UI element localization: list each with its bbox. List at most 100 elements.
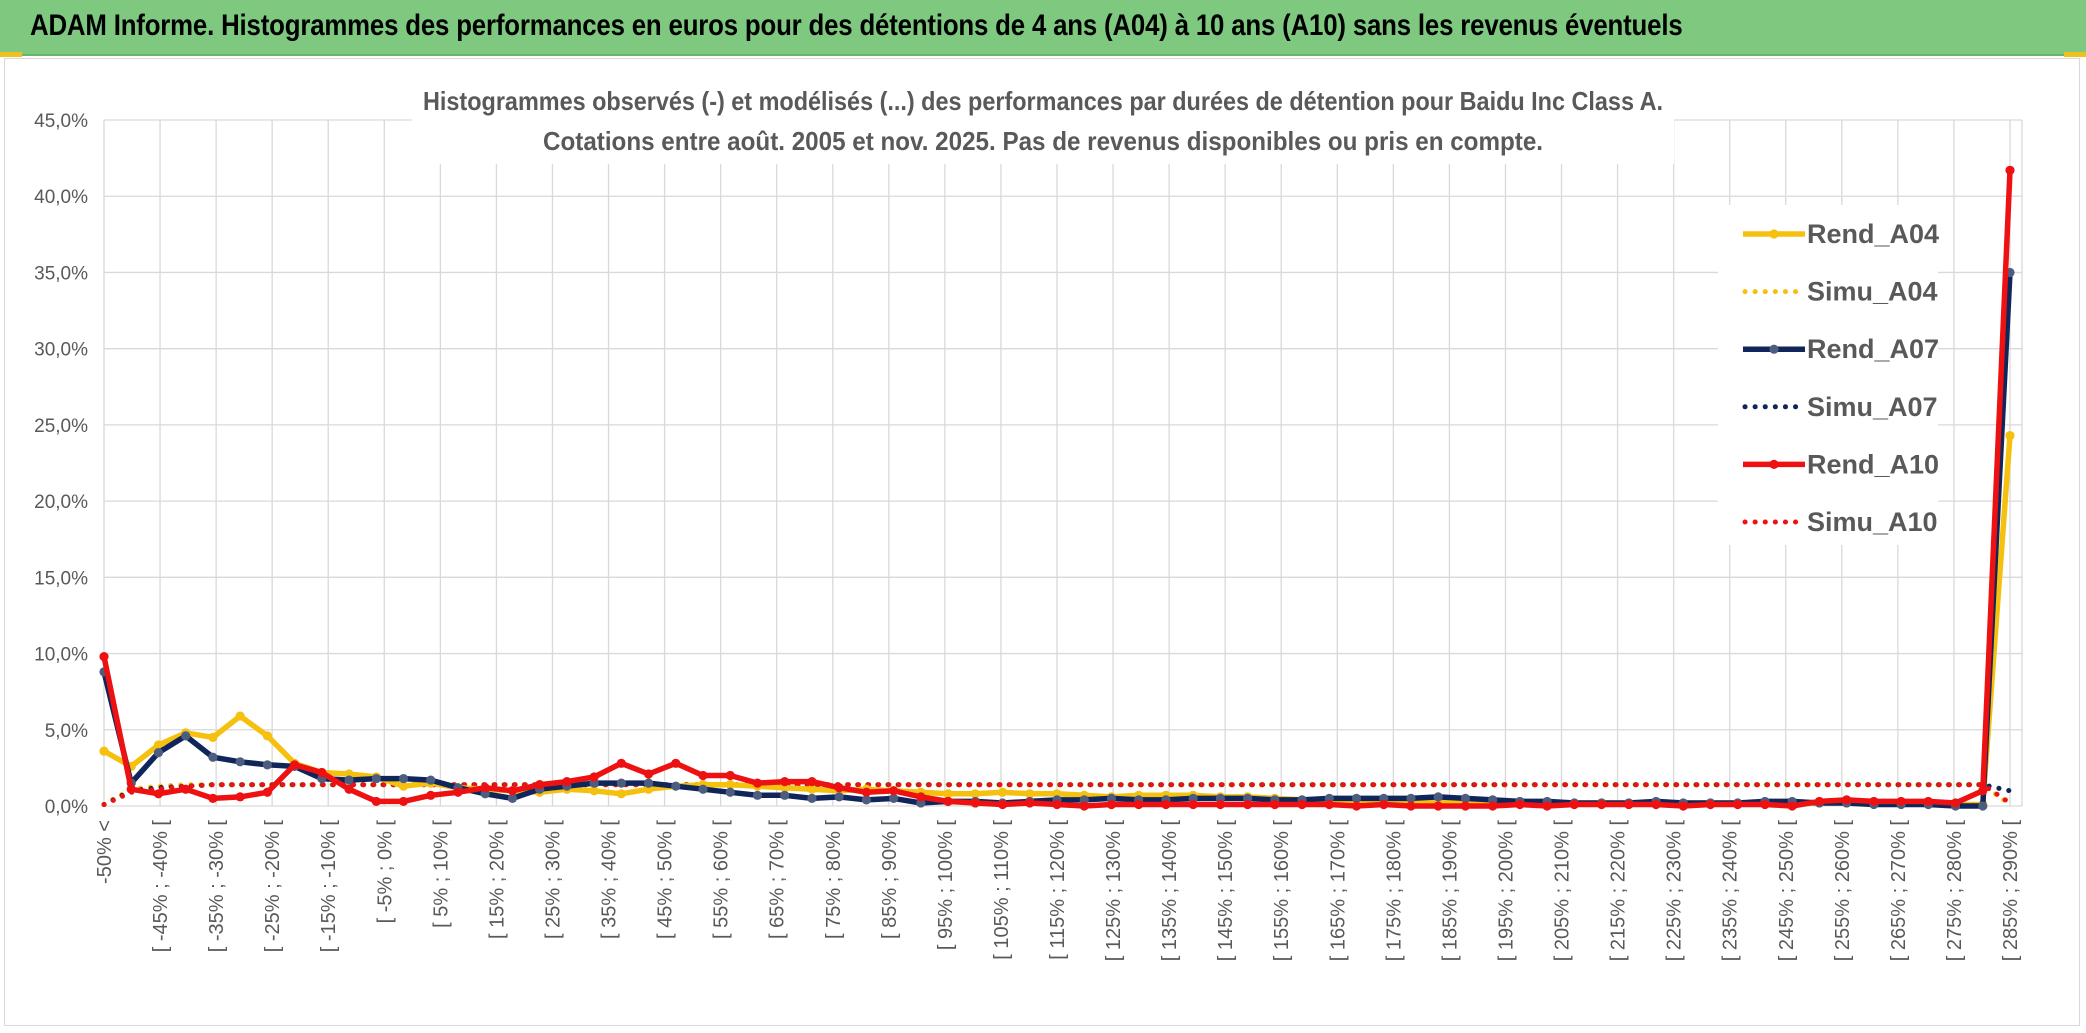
- data-point-rend-a10: [1814, 796, 1824, 807]
- data-point-rend-a10: [1052, 799, 1062, 810]
- data-point-rend-a04: [262, 731, 272, 741]
- y-tick-label: 0,0%: [45, 797, 88, 818]
- data-point-rend-a10: [1025, 798, 1035, 808]
- data-point-rend-a10: [235, 792, 245, 802]
- chart-title-line-1: Histogrammes observés (-) et modélisés (…: [423, 86, 1663, 116]
- data-point-rend-a10: [1515, 799, 1525, 810]
- data-point-rend-a07: [698, 784, 708, 794]
- data-point-rend-a04: [153, 740, 164, 750]
- data-point-rend-a04: [997, 787, 1008, 797]
- data-point-rend-a10: [1106, 799, 1117, 810]
- data-point-rend-a10: [1270, 799, 1280, 810]
- data-point-rend-a10: [807, 777, 817, 787]
- chart-frame: [4, 58, 2080, 1026]
- y-tick-label: 30,0%: [34, 340, 88, 361]
- banner-accent-left: [0, 52, 22, 57]
- data-point-rend-a07: [153, 748, 164, 758]
- data-point-rend-a10: [943, 796, 953, 807]
- data-point-rend-a10: [1161, 799, 1171, 810]
- data-point-rend-a10: [371, 796, 381, 807]
- x-tick-label: [ 35% ; 40% [: [599, 820, 621, 939]
- data-point-rend-a04: [235, 711, 245, 721]
- x-tick-label: [ 205% ; 210% [: [1552, 820, 1574, 962]
- data-point-rend-a10: [290, 760, 300, 770]
- data-point-rend-a10: [1433, 801, 1443, 811]
- data-point-rend-a07: [616, 778, 626, 788]
- legend-marker-rend-a04: [1769, 229, 1779, 239]
- data-point-rend-a10: [1624, 799, 1634, 810]
- data-point-rend-a10: [426, 790, 436, 800]
- data-point-rend-a10: [1297, 799, 1307, 810]
- legend-label-rend-a07: Rend_A07: [1807, 334, 1939, 364]
- data-point-rend-a10: [1760, 799, 1770, 810]
- legend-label-rend-a04: Rend_A04: [1807, 219, 1939, 249]
- data-point-rend-a10: [589, 772, 599, 782]
- banner-accent-right: [2064, 52, 2086, 57]
- data-point-rend-a10: [99, 652, 109, 662]
- data-point-rend-a10: [1079, 801, 1089, 811]
- legend-label-rend-a10: Rend_A10: [1807, 449, 1939, 479]
- data-point-rend-a10: [1651, 799, 1661, 810]
- data-point-rend-a07: [344, 775, 354, 785]
- data-point-rend-a10: [780, 777, 790, 787]
- data-point-rend-a10: [1488, 801, 1498, 811]
- data-point-rend-a10: [1978, 786, 1988, 796]
- data-point-rend-a07: [1351, 793, 1362, 803]
- data-point-rend-a07: [181, 731, 191, 741]
- data-point-rend-a04: [725, 780, 735, 790]
- x-tick-label: [ 145% ; 150% [: [1215, 820, 1237, 962]
- x-tick-label: [ 265% ; 270% [: [1888, 820, 1910, 962]
- data-point-rend-a10: [1923, 796, 1933, 807]
- data-point-rend-a10: [1787, 801, 1797, 811]
- data-point-rend-a04: [807, 784, 817, 794]
- data-point-rend-a10: [616, 758, 626, 768]
- data-point-rend-a10: [1705, 799, 1716, 810]
- x-tick-label: [ 245% ; 250% [: [1776, 820, 1798, 962]
- data-point-rend-a10: [1678, 801, 1688, 811]
- x-tick-label: [ 45% ; 50% [: [655, 820, 677, 939]
- x-tick-label: [ 275% ; 280% [: [1944, 820, 1966, 962]
- data-point-rend-a07: [780, 790, 790, 800]
- data-point-rend-a10: [1842, 795, 1852, 805]
- series-group: [99, 165, 2015, 811]
- x-tick-label: [ -15% ; -10% [: [318, 820, 340, 953]
- x-tick-label: [ 235% ; 240% [: [1720, 820, 1742, 962]
- x-tick-label: [ 125% ; 130% [: [1103, 820, 1125, 962]
- x-tick-label: [ -45% ; -40% [: [150, 820, 172, 953]
- data-point-rend-a10: [480, 783, 490, 793]
- data-point-rend-a07: [398, 773, 409, 784]
- data-point-rend-a04: [1025, 789, 1035, 799]
- y-tick-label: 10,0%: [34, 645, 88, 666]
- data-point-rend-a10: [1215, 799, 1225, 810]
- y-tick-label: 25,0%: [34, 416, 88, 437]
- data-point-rend-a10: [643, 769, 654, 779]
- x-tick-label: [ 135% ; 140% [: [1159, 820, 1181, 962]
- x-tick-label: [ 25% ; 30% [: [542, 820, 564, 939]
- data-point-rend-a10: [1379, 799, 1389, 810]
- y-tick-label: 35,0%: [34, 263, 88, 284]
- legend-label-simu-a04: Simu_A04: [1807, 277, 1938, 307]
- data-point-rend-a10: [1569, 799, 1579, 810]
- legend-label-simu-a07: Simu_A07: [1807, 392, 1938, 422]
- x-tick-label: [ 75% ; 80% [: [823, 820, 845, 939]
- data-point-rend-a10: [2005, 165, 2015, 175]
- data-point-rend-a07: [671, 781, 681, 791]
- data-point-rend-a04: [208, 732, 218, 743]
- x-tick-label: [ 255% ; 260% [: [1832, 820, 1854, 962]
- chart-title-line-2: Cotations entre août. 2005 et nov. 2025.…: [543, 126, 1543, 156]
- x-tick-label: [ 5% ; 10% [: [430, 820, 452, 928]
- x-tick-label: [ 175% ; 180% [: [1383, 820, 1405, 962]
- data-point-rend-a10: [752, 778, 763, 788]
- data-point-rend-a10: [1896, 796, 1906, 807]
- report-title: ADAM Informe. Histogrammes des performan…: [30, 9, 1683, 42]
- data-point-rend-a10: [889, 786, 899, 796]
- data-point-rend-a10: [1406, 801, 1416, 811]
- data-point-rend-a10: [1324, 799, 1334, 810]
- y-tick-label: 20,0%: [34, 492, 88, 513]
- x-tick-label: [ 95% ; 100% [: [935, 820, 957, 951]
- x-tick-label: [ -25% ; -20% [: [262, 820, 284, 953]
- data-point-rend-a10: [916, 792, 926, 802]
- legend-marker-rend-a10: [1769, 459, 1779, 469]
- data-point-rend-a10: [208, 793, 218, 803]
- data-point-rend-a10: [535, 780, 545, 790]
